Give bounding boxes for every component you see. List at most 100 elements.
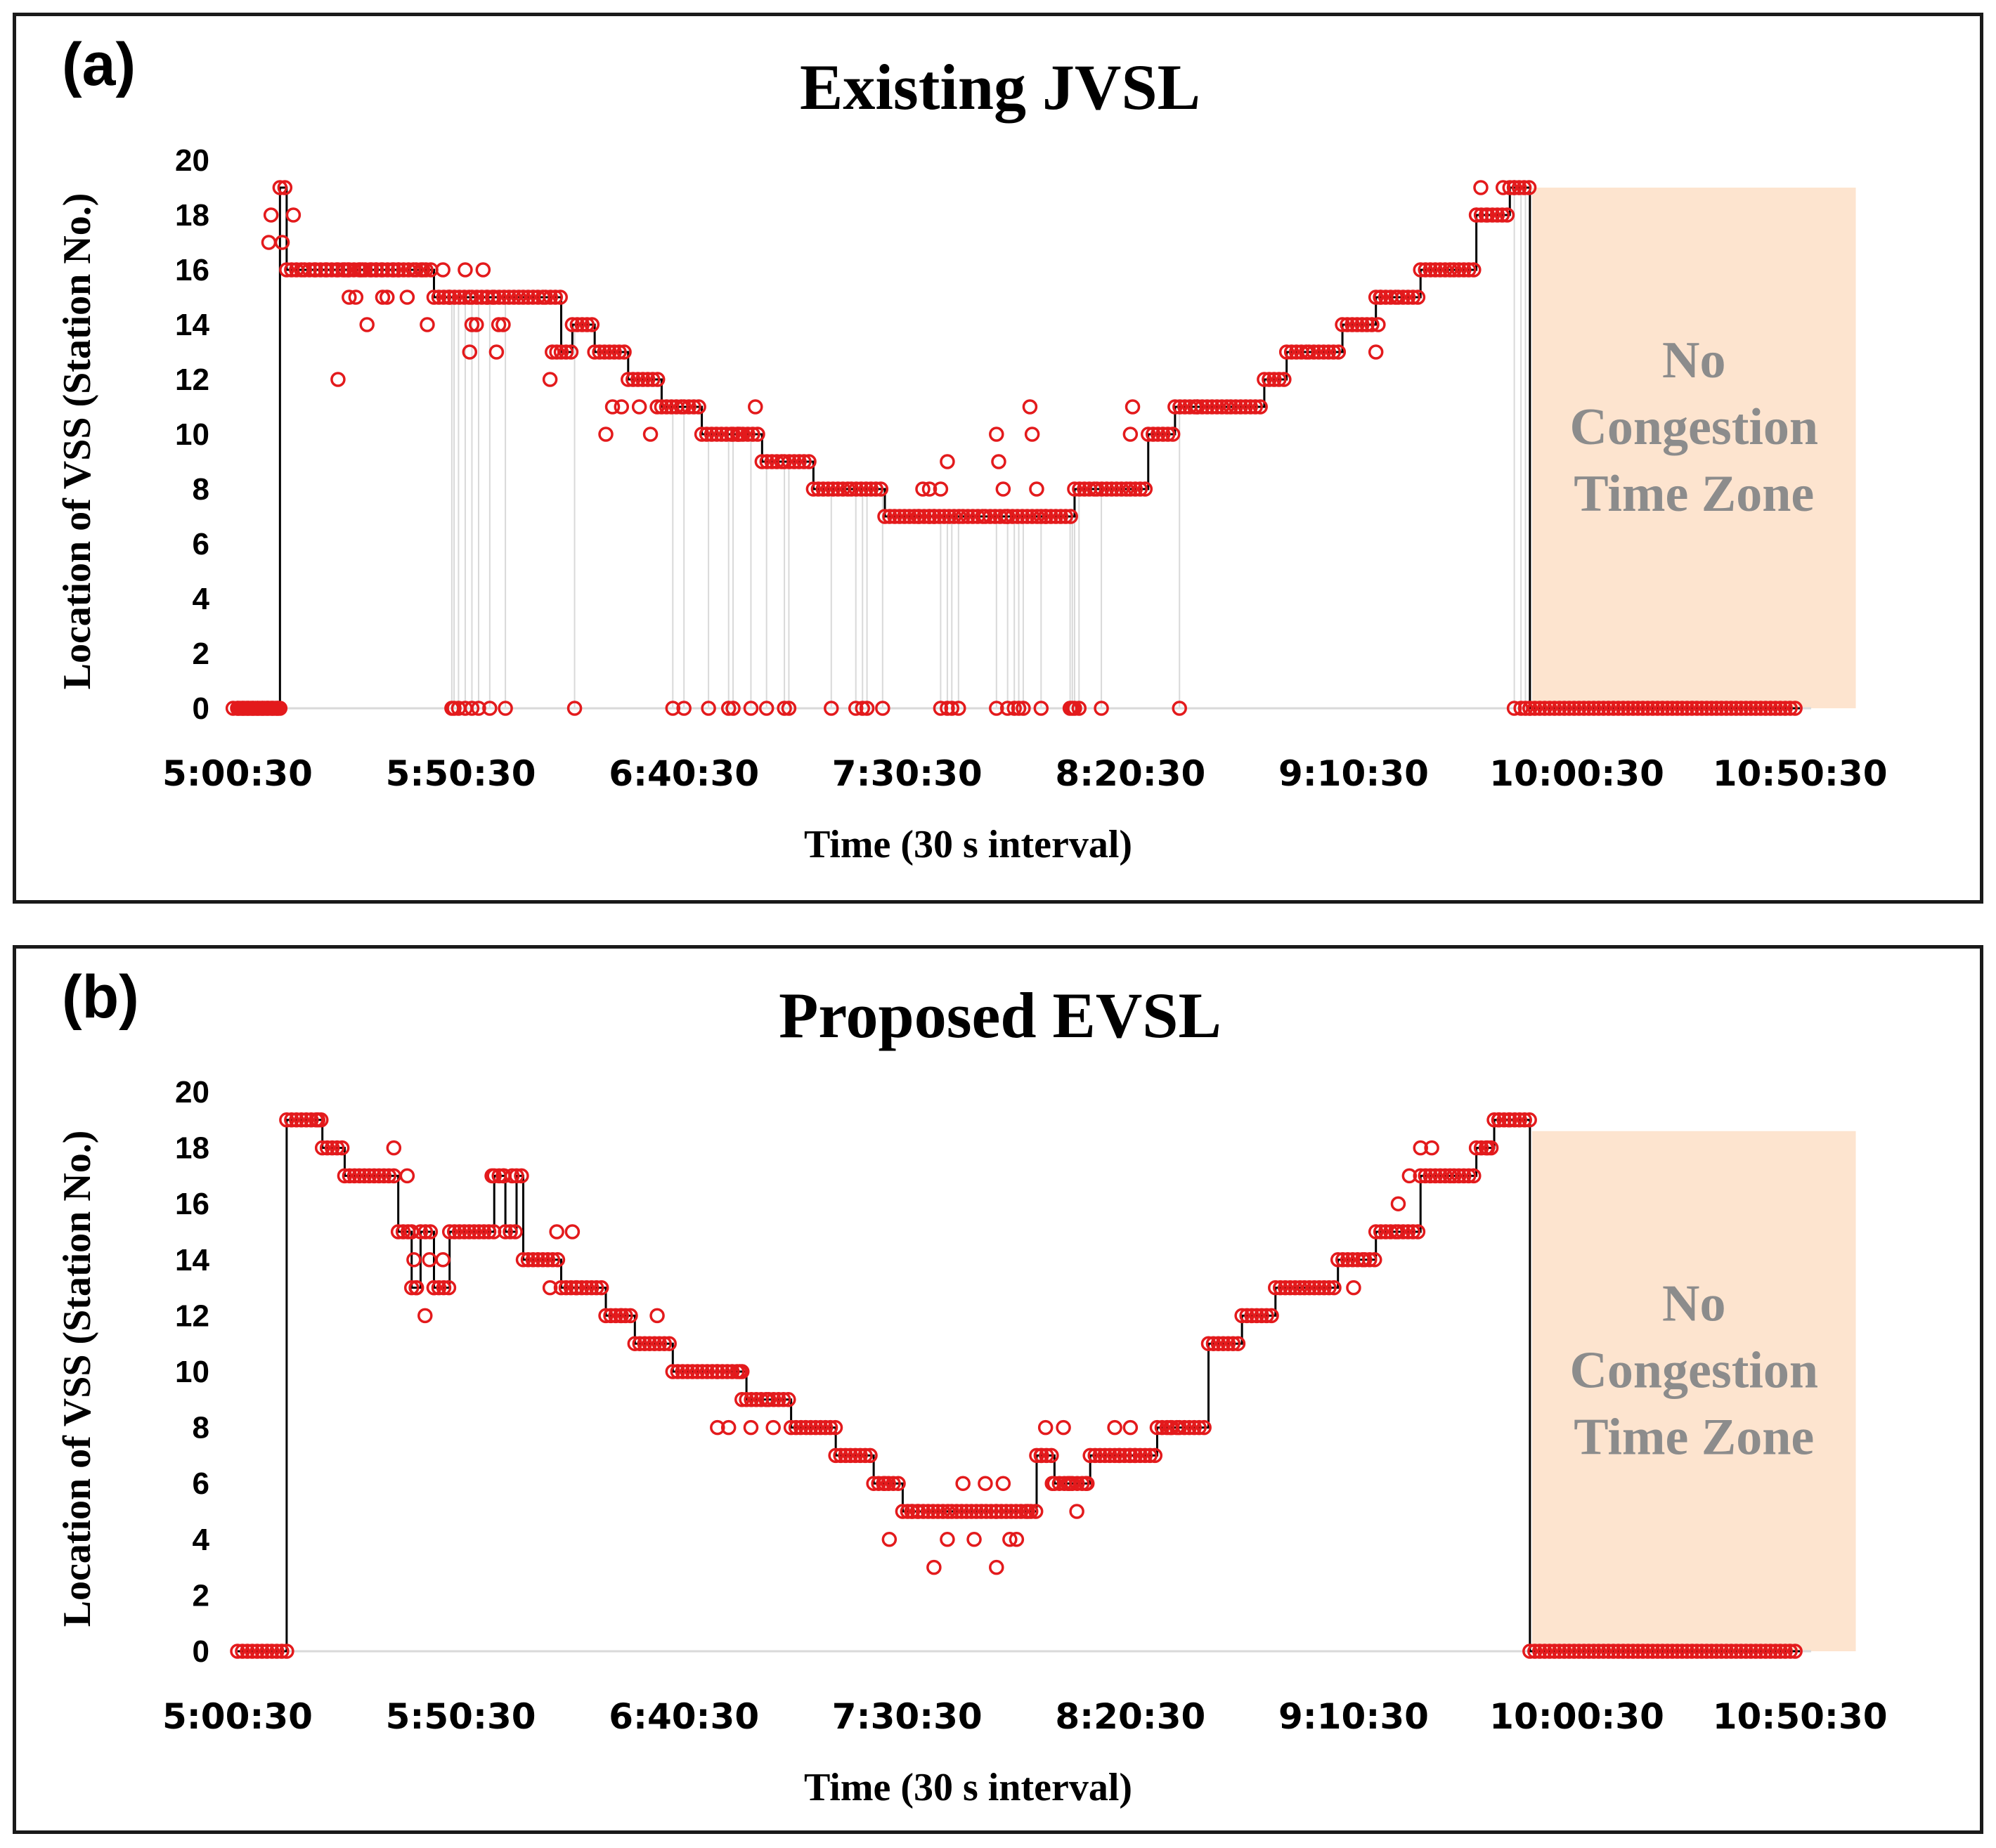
data-point <box>1679 701 1695 716</box>
data-point <box>1768 1644 1783 1659</box>
panel-label: (a) <box>62 31 136 98</box>
data-point <box>1234 1308 1250 1324</box>
data-point <box>1782 701 1798 716</box>
data-point <box>598 427 614 442</box>
data-point <box>1167 399 1183 415</box>
data-point <box>1595 701 1612 716</box>
data-point <box>920 1504 936 1519</box>
data-point <box>436 289 452 305</box>
data-point <box>916 509 932 524</box>
data-point <box>1446 1168 1462 1184</box>
data-point <box>1094 481 1110 497</box>
data-point <box>623 1308 638 1324</box>
data-point <box>940 454 955 469</box>
data-point <box>1694 1644 1710 1659</box>
data-point <box>503 1224 518 1239</box>
data-point <box>694 1364 710 1379</box>
data-point <box>390 262 406 278</box>
data-point <box>471 701 486 716</box>
data-point <box>545 1252 561 1268</box>
data-point <box>1532 1644 1548 1659</box>
data-point <box>983 1504 999 1519</box>
data-point <box>725 427 741 442</box>
data-point <box>1189 399 1205 415</box>
data-point <box>1344 317 1360 332</box>
data-point <box>330 372 346 387</box>
data-point <box>910 1504 926 1519</box>
data-point <box>1743 701 1759 716</box>
data-point <box>725 701 741 716</box>
no-congestion-zone <box>1532 1131 1856 1651</box>
data-point <box>1330 1252 1346 1268</box>
y-tick-label: 6 <box>193 1466 209 1501</box>
zone-label: Time Zone <box>1574 1409 1814 1466</box>
data-point <box>1044 1476 1060 1491</box>
data-point <box>525 1252 541 1268</box>
data-point <box>1122 427 1139 442</box>
data-point <box>1390 1196 1406 1211</box>
data-point <box>431 289 447 305</box>
data-point <box>955 509 971 524</box>
data-point <box>515 289 531 305</box>
data-point <box>1489 207 1505 223</box>
data-point <box>649 1308 665 1324</box>
data-point <box>725 1364 740 1379</box>
data-point <box>1679 1644 1695 1659</box>
data-point <box>604 399 621 415</box>
data-point <box>1635 701 1651 716</box>
data-point <box>1424 1140 1439 1156</box>
y-tick-label: 10 <box>175 1355 209 1389</box>
data-point <box>1311 344 1327 360</box>
data-point <box>1537 701 1553 716</box>
data-point <box>406 1252 422 1268</box>
data-point <box>1029 1447 1044 1464</box>
data-point <box>471 1224 487 1239</box>
data-point <box>1495 180 1511 195</box>
data-point <box>665 701 681 716</box>
data-point <box>833 1447 848 1464</box>
data-point <box>593 1280 609 1296</box>
data-point <box>279 262 294 278</box>
data-point <box>1625 701 1641 716</box>
data-point <box>921 481 938 497</box>
data-point <box>1395 1224 1411 1239</box>
data-point <box>1249 1308 1264 1324</box>
data-point <box>991 454 1006 469</box>
data-point <box>381 1168 397 1184</box>
data-point <box>514 1168 529 1184</box>
data-point <box>1571 1644 1587 1659</box>
data-point <box>701 701 716 716</box>
data-point <box>788 1419 804 1436</box>
data-point <box>1674 701 1690 716</box>
data-point <box>289 1112 304 1128</box>
data-point <box>1390 1224 1406 1239</box>
data-point <box>1738 1644 1754 1659</box>
data-point <box>279 1644 294 1659</box>
data-point <box>284 1112 299 1128</box>
data-point <box>637 1336 653 1351</box>
data-point <box>720 701 737 716</box>
data-point <box>1056 1419 1071 1436</box>
y-axis-title: Location of VSS (Station No.) <box>56 193 99 690</box>
y-tick-label: 10 <box>175 417 209 452</box>
data-point <box>820 481 836 497</box>
data-point <box>386 1140 402 1156</box>
data-point <box>1753 1644 1768 1659</box>
data-point <box>420 317 435 332</box>
data-point <box>887 509 902 524</box>
data-point <box>399 289 415 305</box>
data-point <box>543 289 559 305</box>
data-point <box>566 701 583 716</box>
data-point <box>989 1559 1004 1575</box>
data-point <box>408 1280 424 1296</box>
data-point <box>535 1252 551 1268</box>
data-point <box>549 344 564 360</box>
data-point <box>569 1280 585 1296</box>
data-point <box>1542 701 1557 716</box>
data-point <box>1311 1280 1327 1296</box>
data-point <box>1099 481 1115 497</box>
data-point <box>608 1308 623 1324</box>
data-point <box>838 1447 853 1464</box>
data-point <box>235 1644 250 1659</box>
data-point <box>661 1336 677 1351</box>
